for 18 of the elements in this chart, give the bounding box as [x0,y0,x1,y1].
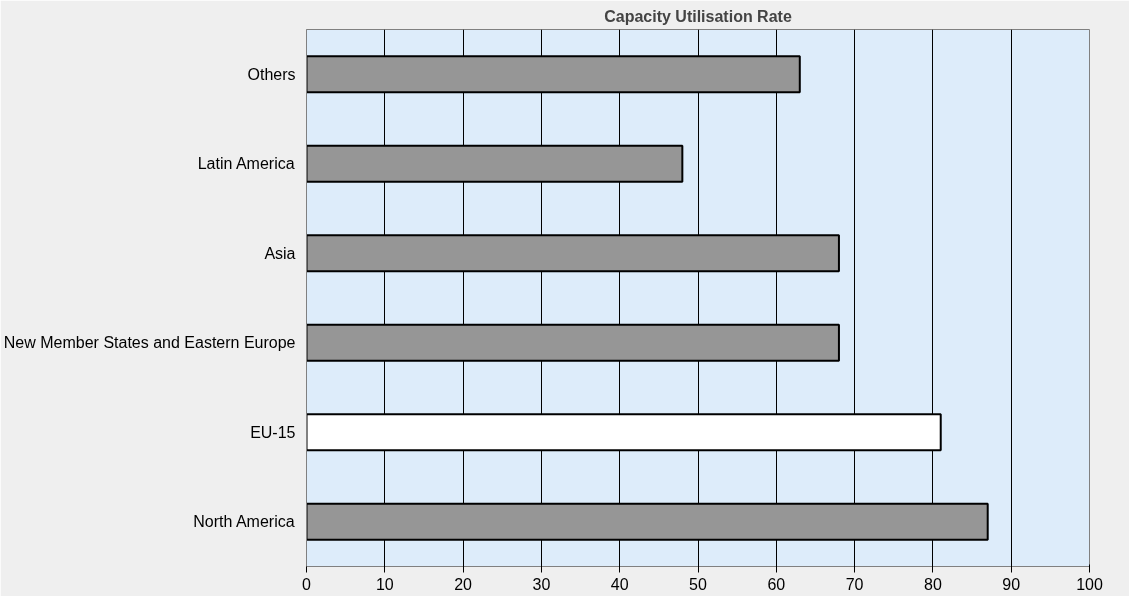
y-tick-label: Latin America [197,155,295,173]
x-tick-label: 70 [845,575,864,593]
x-tick-label: 50 [689,575,707,593]
x-tick-label: 30 [532,575,551,593]
x-tick-label: 0 [302,575,312,593]
y-tick-label: North America [193,513,295,531]
x-tick-label: 80 [924,575,942,593]
y-tick-label: EU-15 [250,423,296,441]
y-tick-label: Asia [264,244,296,262]
x-tick-label: 100 [1076,575,1103,593]
x-tick-label: 10 [375,575,394,593]
x-tick-label: 20 [454,575,473,593]
x-tick-label: 90 [1002,575,1021,593]
y-tick-label: New Member States and Eastern Europe [3,334,296,352]
x-tick-label: 40 [610,575,629,593]
x-tick-label: 60 [767,575,786,593]
y-tick-label: Others [247,65,296,83]
chart-title: Capacity Utilisation Rate [604,7,792,25]
